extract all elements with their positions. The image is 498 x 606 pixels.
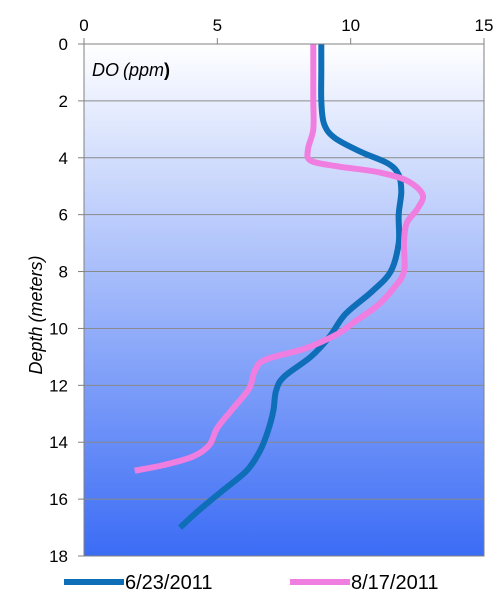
y-tick-label: 14 (49, 433, 68, 452)
x-tick-label: 15 (475, 16, 494, 35)
x-tick-label: 0 (79, 16, 88, 35)
plot-label: DO (ppm) (92, 60, 170, 80)
x-axis-ticks: 0 5 10 15 (79, 16, 493, 44)
series-line-2 (134, 44, 427, 474)
series-layer (134, 43, 427, 530)
y-axis-title-word: Depth (26, 326, 46, 374)
legend-label-2: 8/17/2011 (351, 572, 439, 594)
y-tick-label: 18 (49, 547, 68, 566)
x-tick-label: 5 (213, 16, 222, 35)
y-tick-label: 6 (59, 206, 68, 225)
legend-label-1: 6/23/2011 (125, 572, 213, 594)
plot-label-prefix: DO (92, 60, 119, 80)
y-tick-label: 4 (59, 149, 68, 168)
plot-label-suffix: ) (164, 60, 170, 80)
y-tick-label: 0 (59, 35, 68, 54)
plot-area (84, 44, 484, 556)
plot-frame (83, 43, 485, 557)
plot-label-unit: (ppm (123, 60, 164, 80)
y-tick-label: 2 (59, 92, 68, 111)
y-tick-label: 8 (59, 263, 68, 282)
series-line-1 (177, 43, 405, 530)
y-axis-title: Depth (meters) (26, 255, 46, 374)
x-tick-label: 10 (341, 16, 360, 35)
y-axis-title-unit: (meters) (26, 255, 46, 322)
y-tick-label: 12 (49, 376, 68, 395)
y-axis-ticks: 0 2 4 6 8 10 12 14 16 18 (49, 35, 84, 566)
y-tick-label: 16 (49, 490, 68, 509)
y-tick-label: 10 (49, 319, 68, 338)
legend: 6/23/2011 8/17/2011 (64, 572, 439, 594)
